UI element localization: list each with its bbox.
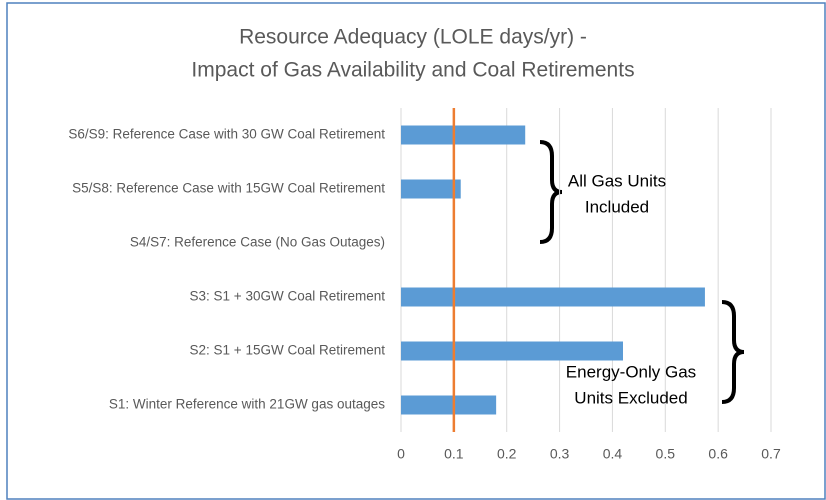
x-tick-label: 0 — [397, 446, 405, 462]
x-tick-label: 0.4 — [603, 446, 623, 462]
bar — [401, 179, 461, 199]
annotation: Units Excluded — [574, 388, 687, 407]
x-tick-label: 0.7 — [761, 446, 781, 462]
bar — [401, 395, 497, 415]
bar — [401, 125, 526, 145]
bar — [401, 287, 705, 307]
y-tick-label: S4/S7: Reference Case (No Gas Outages) — [130, 235, 385, 250]
y-tick-label: S5/S8: Reference Case with 15GW Coal Ret… — [72, 181, 385, 196]
chart-title: Resource Adequacy (LOLE days/yr) - — [239, 26, 587, 49]
y-tick-label: S6/S9: Reference Case with 30 GW Coal Re… — [68, 127, 385, 142]
chart-title: Impact of Gas Availability and Coal Reti… — [191, 59, 634, 82]
annotation: All Gas Units — [568, 171, 666, 190]
annotation: Energy-Only Gas — [566, 362, 696, 381]
annotation: Included — [585, 197, 649, 216]
x-tick-label: 0.3 — [550, 446, 570, 462]
y-tick-label: S2: S1 + 15GW Coal Retirement — [190, 343, 386, 358]
brace — [721, 300, 745, 404]
x-tick-label: 0.1 — [444, 446, 464, 462]
y-tick-label: S3: S1 + 30GW Coal Retirement — [190, 289, 386, 304]
x-tick-label: 0.2 — [497, 446, 517, 462]
frame — [6, 2, 826, 500]
y-tick-label: S1: Winter Reference with 21GW gas outag… — [109, 397, 385, 412]
x-tick-label: 0.6 — [708, 446, 728, 462]
bar — [401, 341, 623, 361]
brace — [539, 140, 563, 244]
x-tick-label: 0.5 — [656, 446, 676, 462]
